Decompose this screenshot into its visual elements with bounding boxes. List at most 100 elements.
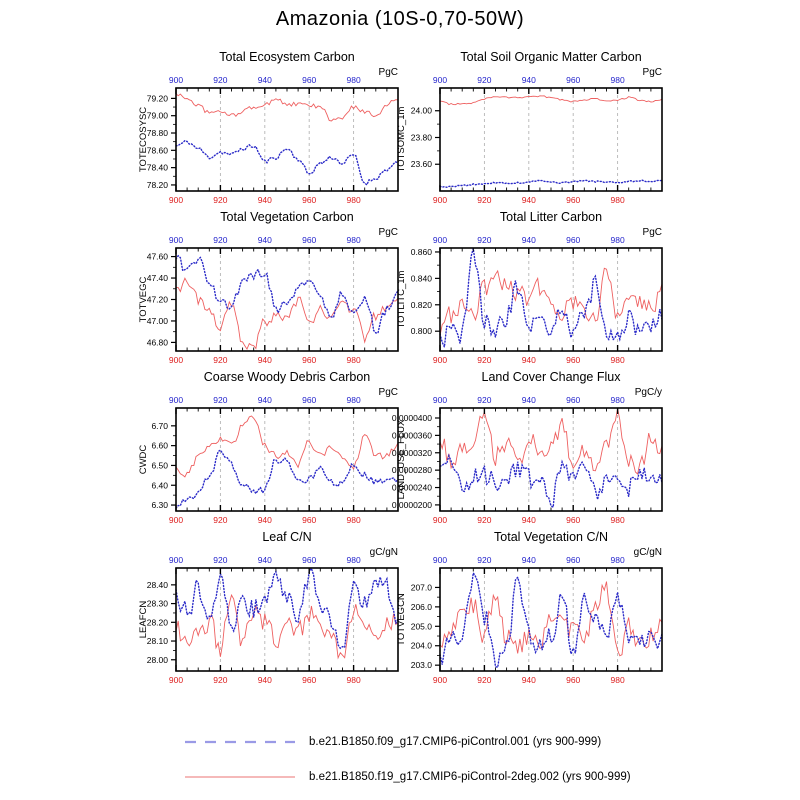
y-tick-label: 78.20	[147, 180, 169, 190]
x-tick-label-top: 940	[258, 75, 272, 85]
x-tick-label-bottom: 900	[169, 195, 183, 205]
x-tick-label-bottom: 900	[169, 675, 183, 685]
y-tick-label: 28.40	[147, 580, 169, 590]
series-line-picontrol-2deg	[175, 415, 399, 478]
subplot-title: Leaf C/N	[262, 530, 311, 544]
unit-label: gC/gN	[634, 547, 662, 558]
x-tick-label-bottom: 960	[302, 195, 316, 205]
y-tick-label: 78.60	[147, 145, 169, 155]
series-line-picontrol	[175, 566, 399, 650]
y-tick-label: 78.40	[147, 163, 169, 173]
y-tick-label: 207.0	[411, 582, 433, 592]
series-line-picontrol	[175, 139, 399, 186]
series-line-picontrol	[175, 449, 399, 509]
subplot-total-litter-carbon: Total Litter Carbon PgC 900 900 920 920 940 940…	[396, 210, 663, 365]
x-tick-label-top: 960	[566, 555, 580, 565]
series-line-picontrol	[439, 248, 663, 350]
y-axis-title: CWDC	[138, 445, 149, 475]
subplot-title: Total Vegetation C/N	[494, 530, 608, 544]
x-tick-label-top: 900	[433, 395, 447, 405]
x-tick-label-top: 920	[477, 75, 491, 85]
x-tick-label-bottom: 900	[169, 515, 183, 525]
x-tick-label-bottom: 980	[611, 515, 625, 525]
x-tick-label-top: 940	[258, 395, 272, 405]
x-tick-label-top: 980	[611, 235, 625, 245]
x-tick-label-bottom: 900	[433, 195, 447, 205]
subplot-title: Total Litter Carbon	[500, 210, 602, 224]
subplot-total-ecosystem-carbon: Total Ecosystem Carbon PgC 900 900 920 920 940…	[138, 50, 399, 205]
x-tick-label-bottom: 940	[522, 195, 536, 205]
y-tick-label: 205.0	[411, 621, 433, 631]
plot-frame	[439, 87, 663, 192]
x-tick-label-top: 920	[477, 395, 491, 405]
x-tick-label-bottom: 960	[566, 675, 580, 685]
y-tick-label: 47.60	[147, 252, 169, 262]
x-tick-label-bottom: 960	[302, 515, 316, 525]
subplot-title: Total Soil Organic Matter Carbon	[460, 50, 641, 64]
x-tick-label-top: 960	[566, 75, 580, 85]
series-line-picontrol	[439, 179, 663, 189]
y-tick-label: 204.0	[411, 641, 433, 651]
x-tick-label-top: 960	[302, 235, 316, 245]
x-tick-label-bottom: 980	[347, 195, 361, 205]
x-tick-label-bottom: 960	[566, 515, 580, 525]
x-tick-label-top: 980	[347, 235, 361, 245]
x-tick-label-bottom: 940	[258, 355, 272, 365]
unit-label: PgC	[643, 67, 662, 78]
unit-label: PgC	[643, 227, 662, 238]
y-tick-label: 0.840	[411, 273, 433, 283]
legend-dashed-line-icon	[185, 740, 295, 744]
y-tick-label: 79.00	[147, 111, 169, 121]
x-tick-label-bottom: 980	[347, 675, 361, 685]
x-tick-label-bottom: 920	[477, 355, 491, 365]
legend: b.e21.B1850.f09_g17.CMIP6-piControl.001 …	[185, 731, 745, 800]
y-tick-label: 23.60	[411, 159, 433, 169]
legend-label-picontrol: b.e21.B1850.f09_g17.CMIP6-piControl.001 …	[309, 736, 602, 748]
y-tick-label: 47.00	[147, 316, 169, 326]
y-tick-label: 28.20	[147, 617, 169, 627]
x-tick-label-top: 900	[169, 75, 183, 85]
x-tick-label-top: 940	[522, 555, 536, 565]
y-tick-label: 24.00	[411, 106, 433, 116]
x-tick-label-top: 900	[433, 555, 447, 565]
x-tick-label-bottom: 940	[522, 355, 536, 365]
plot-frame	[175, 247, 399, 352]
x-tick-label-top: 980	[347, 555, 361, 565]
y-tick-label: 0.860	[411, 247, 433, 257]
legend-item-picontrol: b.e21.B1850.f09_g17.CMIP6-piControl.001 …	[185, 731, 745, 753]
subplot-leaf-c-n: Leaf C/N gC/gN 900 900 920 920 940 940 960 960 980…	[138, 530, 399, 685]
x-tick-label-bottom: 920	[213, 195, 227, 205]
x-tick-label-bottom: 940	[258, 515, 272, 525]
x-tick-label-bottom: 940	[258, 195, 272, 205]
plot-frame	[175, 87, 399, 192]
x-tick-label-bottom: 940	[522, 515, 536, 525]
subplot-title: Land Cover Change Flux	[482, 370, 622, 384]
series-line-picontrol	[439, 570, 663, 669]
y-tick-label: 0.0000280	[392, 465, 432, 475]
y-tick-label: 0.0000240	[392, 483, 432, 493]
x-tick-label-top: 900	[169, 235, 183, 245]
legend-item-picontrol-2deg: b.e21.B1850.f19_g17.CMIP6-piControl-2deg…	[185, 766, 745, 788]
series-line-picontrol-2deg	[175, 593, 399, 660]
plot-frame	[175, 407, 399, 512]
y-tick-label: 0.0000200	[392, 500, 432, 510]
x-tick-label-top: 920	[213, 75, 227, 85]
x-tick-label-top: 960	[302, 395, 316, 405]
unit-label: gC/gN	[370, 547, 398, 558]
y-tick-label: 78.80	[147, 128, 169, 138]
subplot-coarse-woody-debris-carbon: Coarse Woody Debris Carbon PgC 900 900 920 92…	[138, 370, 399, 525]
y-tick-label: 6.30	[151, 500, 168, 510]
x-tick-label-bottom: 900	[169, 355, 183, 365]
y-tick-label: 6.60	[151, 441, 168, 451]
x-tick-label-bottom: 980	[611, 195, 625, 205]
x-tick-label-top: 940	[522, 395, 536, 405]
series-line-picontrol-2deg	[439, 267, 663, 336]
x-tick-label-top: 900	[433, 75, 447, 85]
x-tick-label-top: 940	[258, 555, 272, 565]
series-line-picontrol	[439, 453, 663, 509]
y-tick-label: 46.80	[147, 337, 169, 347]
y-axis-title: TOTLITC_1m	[396, 270, 407, 328]
subplot-title: Total Vegetation Carbon	[220, 210, 353, 224]
y-axis-title: LEAFCN	[138, 601, 149, 639]
x-tick-label-bottom: 920	[477, 515, 491, 525]
